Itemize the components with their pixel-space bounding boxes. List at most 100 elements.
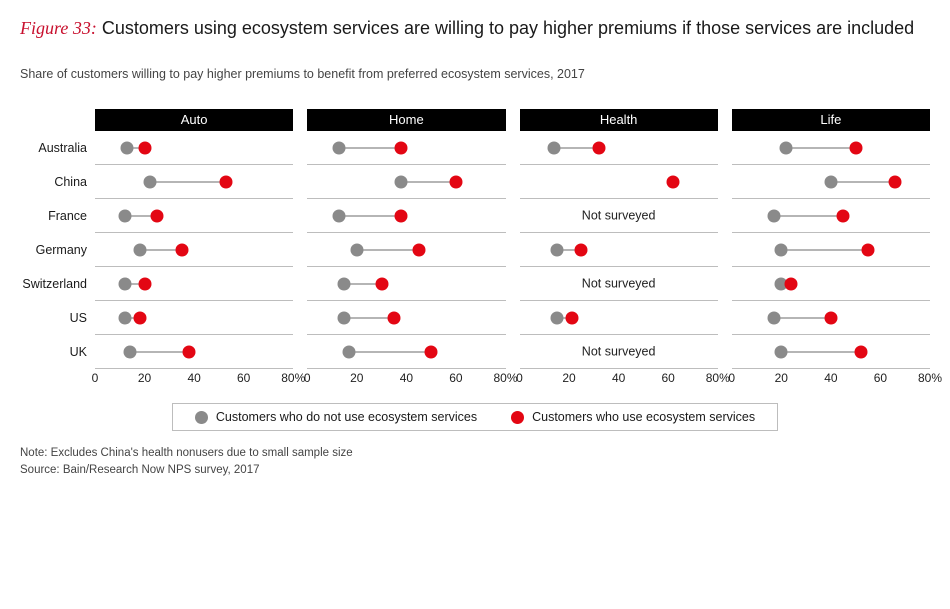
user-dot	[138, 277, 151, 290]
dumbbell-plot	[520, 131, 718, 164]
user-dot	[138, 141, 151, 154]
data-row	[732, 131, 930, 165]
user-dot	[183, 345, 196, 358]
nonuser-dot	[395, 175, 408, 188]
user-dot	[220, 175, 233, 188]
nonuser-dot	[780, 141, 793, 154]
data-row	[95, 335, 293, 369]
tick-label: 80%	[706, 371, 730, 385]
nonuser-dot	[824, 175, 837, 188]
user-dot	[133, 311, 146, 324]
tick-label: 80%	[493, 371, 517, 385]
connector-line	[774, 215, 843, 216]
country-label: US	[20, 301, 95, 335]
not-surveyed-label: Not surveyed	[520, 344, 718, 358]
nonuser-dot	[333, 141, 346, 154]
legend: Customers who do not use ecosystem servi…	[172, 403, 778, 431]
figure-title-line: Figure 33: Customers using ecosystem ser…	[20, 18, 930, 39]
footnotes: Note: Excludes China's health nonusers d…	[20, 445, 930, 478]
dumbbell-plot	[732, 267, 930, 300]
tick-label: 80%	[918, 371, 942, 385]
nonuser-dot	[338, 311, 351, 324]
data-row	[307, 267, 505, 301]
user-dot	[412, 243, 425, 256]
data-row	[307, 199, 505, 233]
tick-label: 80%	[281, 371, 305, 385]
data-row	[732, 233, 930, 267]
nonuser-dot	[767, 209, 780, 222]
row-labels-column: AustraliaChinaFranceGermanySwitzerlandUS…	[20, 109, 95, 389]
data-row	[307, 301, 505, 335]
tick-label: 60	[874, 371, 887, 385]
dumbbell-plot	[307, 199, 505, 232]
panels-container: Auto020406080%Home020406080%HealthNot su…	[95, 109, 930, 389]
user-dot	[150, 209, 163, 222]
data-row	[95, 199, 293, 233]
data-row	[95, 267, 293, 301]
data-row	[307, 335, 505, 369]
data-row	[307, 131, 505, 165]
legend-item-nonuser: Customers who do not use ecosystem servi…	[195, 410, 477, 424]
dumbbell-plot	[95, 301, 293, 334]
data-row: Not surveyed	[520, 335, 718, 369]
country-label: Switzerland	[20, 267, 95, 301]
dumbbell-plot	[307, 233, 505, 266]
country-label: Australia	[20, 131, 95, 165]
user-dot	[375, 277, 388, 290]
user-dot	[175, 243, 188, 256]
x-axis: 020406080%	[307, 371, 505, 389]
dumbbell-plot	[95, 335, 293, 368]
tick-label: 40	[400, 371, 413, 385]
connector-line	[786, 147, 855, 148]
data-row	[520, 233, 718, 267]
tick-label: 60	[449, 371, 462, 385]
tick-label: 20	[775, 371, 788, 385]
nonuser-dot	[338, 277, 351, 290]
user-dot	[667, 175, 680, 188]
data-row	[520, 131, 718, 165]
not-surveyed-label: Not surveyed	[520, 208, 718, 222]
data-row	[95, 165, 293, 199]
user-dot	[575, 243, 588, 256]
nonuser-dot	[775, 243, 788, 256]
dumbbell-plot	[95, 267, 293, 300]
legend-dot-nonuser	[195, 411, 208, 424]
legend-dot-user	[511, 411, 524, 424]
data-row	[95, 301, 293, 335]
panel-life: Life020406080%	[732, 109, 930, 389]
connector-line	[781, 351, 860, 352]
nonuser-dot	[550, 243, 563, 256]
user-dot	[449, 175, 462, 188]
figure-label: Figure 33:	[20, 18, 97, 38]
data-row: Not surveyed	[520, 267, 718, 301]
dumbbell-plot	[95, 131, 293, 164]
nonuser-dot	[118, 209, 131, 222]
dumbbell-plot	[732, 199, 930, 232]
panel-health: Health Not surveyed Not surveyed Not survey…	[520, 109, 718, 389]
tick-label: 40	[187, 371, 200, 385]
panel-home: Home020406080%	[307, 109, 505, 389]
nonuser-dot	[343, 345, 356, 358]
connector-line	[130, 351, 189, 352]
nonuser-dot	[548, 141, 561, 154]
tick-label: 20	[138, 371, 151, 385]
nonuser-dot	[123, 345, 136, 358]
data-row	[732, 301, 930, 335]
dumbbell-plot	[95, 199, 293, 232]
nonuser-dot	[333, 209, 346, 222]
legend-item-user: Customers who use ecosystem services	[511, 410, 755, 424]
panel-header: Health	[520, 109, 718, 131]
country-label: France	[20, 199, 95, 233]
dumbbell-plot	[307, 267, 505, 300]
nonuser-dot	[118, 311, 131, 324]
user-dot	[785, 277, 798, 290]
user-dot	[592, 141, 605, 154]
country-label: China	[20, 165, 95, 199]
tick-label: 0	[304, 371, 311, 385]
tick-label: 20	[350, 371, 363, 385]
dumbbell-plot	[520, 165, 718, 198]
user-dot	[849, 141, 862, 154]
tick-label: 0	[728, 371, 735, 385]
user-dot	[565, 311, 578, 324]
dumbbell-plot	[732, 131, 930, 164]
